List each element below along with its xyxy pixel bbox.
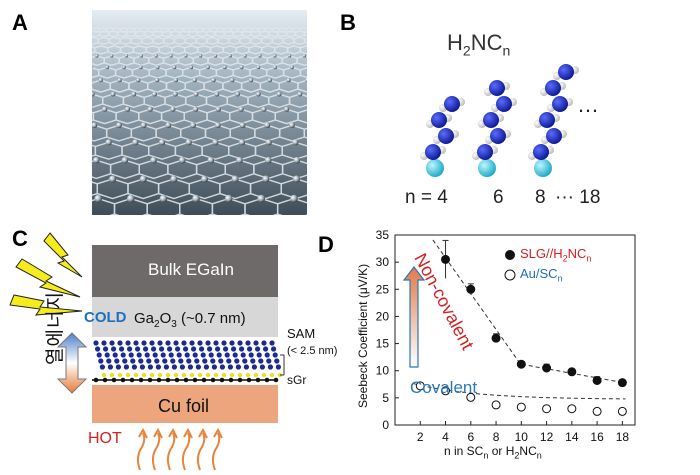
cu-foil-label: Cu foil — [158, 396, 210, 416]
x-tick-label: 8 — [493, 430, 500, 444]
x-tick-label: 16 — [590, 430, 604, 444]
x-tick-label: 2 — [417, 430, 424, 444]
data-point-au — [567, 404, 577, 414]
oxide-layer — [92, 297, 278, 337]
data-point-au — [542, 404, 552, 414]
panel-label-b: B — [340, 10, 356, 35]
hot-label: HOT — [88, 430, 122, 447]
lightning-icon — [9, 232, 83, 316]
data-point-slg — [617, 378, 627, 388]
plot-frame — [394, 234, 636, 426]
n-label-18: ··· 18 — [555, 187, 601, 208]
y-tick-label: 5 — [382, 391, 389, 405]
n-label-8: 8 — [535, 187, 546, 208]
legend-series-2: Au/SCn — [520, 266, 563, 284]
legend-series-1: SLG//H2NCn — [520, 246, 592, 264]
data-point-slg — [516, 359, 526, 369]
n-label-6: 6 — [493, 187, 504, 208]
fit-line-noncovalent — [432, 239, 626, 384]
bulk-egain-layer — [92, 245, 278, 297]
data-point-au — [466, 392, 476, 402]
y-tick-label: 35 — [376, 228, 390, 242]
graphene-image — [92, 10, 307, 215]
sgr-label: sGr — [287, 373, 307, 387]
ellipsis-label: … — [577, 92, 599, 117]
panel-label-d: D — [318, 232, 334, 257]
y-tick-label: 15 — [376, 337, 390, 351]
data-point-au — [415, 381, 425, 391]
device-schematic — [9, 232, 285, 471]
y-tick-label: 0 — [382, 418, 389, 432]
data-point-slg — [567, 367, 577, 377]
oxide-label: Ga2O3 (~0.7 nm) — [134, 310, 246, 330]
n-label-4: n = 4 — [405, 187, 448, 208]
x-tick-label: 4 — [442, 430, 449, 444]
panel-label-a: A — [12, 10, 28, 35]
data-point-slg — [592, 375, 602, 385]
data-point-au — [516, 402, 526, 412]
y-tick-label: 20 — [376, 309, 390, 323]
sam-label: SAM — [287, 326, 316, 341]
legend-marker-filled — [505, 250, 515, 260]
covalent-annotation: Covalent — [410, 378, 478, 397]
data-point-slg — [441, 254, 451, 264]
sam-thickness-label: (< 2.5 nm) — [287, 345, 338, 357]
data-point-au — [491, 400, 501, 410]
y-tick-label: 30 — [376, 255, 390, 269]
data-point-slg — [491, 333, 501, 343]
formula-title: H2NCn — [447, 30, 511, 59]
up-arrow-icon — [402, 266, 426, 368]
x-tick-label: 12 — [540, 430, 554, 444]
heat-arrows-icon — [136, 427, 223, 471]
data-point-au — [441, 386, 451, 396]
data-point-au — [592, 406, 602, 416]
bulk-egain-label: Bulk EGaIn — [148, 260, 234, 279]
molecule-chains — [420, 64, 579, 177]
molecule-panel: H2NCn … n = 4 6 8 ··· 18 — [395, 10, 665, 220]
sam-layer — [93, 340, 283, 378]
cu-foil-layer — [92, 385, 278, 423]
thermal-energy-label: 열에너지 — [45, 291, 66, 365]
data-point-slg — [466, 284, 476, 294]
seebeck-chart: 0 5 10 15 20 25 30 35 2 4 6 8 10 12 14 16 18 — [376, 228, 636, 444]
chart-ylabel: Seebeck Coefficient (μV/K) — [356, 263, 370, 408]
x-tick-label: 14 — [565, 430, 579, 444]
x-tick-label: 6 — [467, 430, 474, 444]
double-arrow-icon — [56, 332, 88, 394]
data-point-au — [617, 406, 627, 416]
cold-label: COLD — [84, 309, 127, 326]
legend-marker-open — [504, 269, 516, 281]
x-tick-label: 18 — [616, 430, 630, 444]
y-tick-label: 25 — [376, 282, 390, 296]
graphene-lattice-illustration — [92, 10, 307, 215]
sgr-layer — [93, 377, 279, 383]
panel-label-c: C — [12, 226, 28, 251]
x-tick-label: 10 — [515, 430, 529, 444]
y-tick-label: 10 — [376, 364, 390, 378]
data-point-slg — [542, 363, 552, 373]
